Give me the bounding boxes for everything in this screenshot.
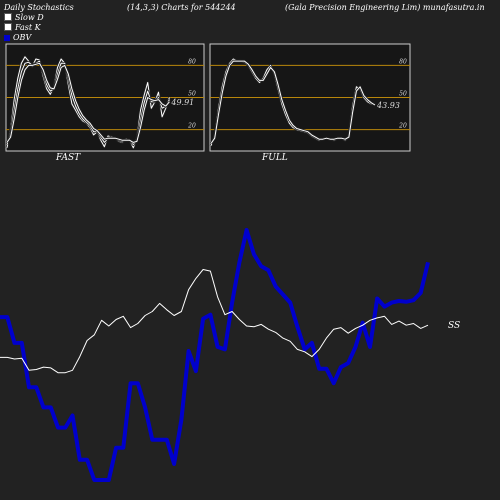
- chart-title: Daily Stochastics: [4, 3, 74, 12]
- obv-line: [0, 228, 430, 482]
- fast-last-value-label: 49.91: [170, 98, 194, 107]
- full-panel-label: FULL: [262, 153, 288, 163]
- fast-ytick-label: 50: [188, 91, 196, 98]
- full-panel: 20 50 80 43.93: [209, 43, 411, 152]
- full-ytick-label: 50: [399, 91, 407, 98]
- full-ytick-label: 80: [399, 58, 407, 65]
- full-series-line: [210, 60, 376, 144]
- price-line: [0, 269, 429, 374]
- fast-ytick-label: 20: [187, 123, 196, 130]
- legend-swatch-slow-d: [4, 13, 12, 21]
- legend-item-fast-k: Fast K: [4, 23, 41, 32]
- symbol-code: 544244: [205, 3, 236, 12]
- legend-label-obv: OBV: [13, 33, 32, 42]
- legend-swatch-fast-k: [4, 23, 12, 31]
- legend-label-slow-d: Slow D: [15, 13, 44, 22]
- obv-end-label: SS: [448, 321, 460, 331]
- chart-params: (14,3,3) Charts for 544244: [127, 3, 236, 12]
- fast-panel: 20 50 80 49.91: [5, 43, 205, 152]
- legend-label-fast-k: Fast K: [15, 23, 41, 32]
- fast-panel-label: FAST: [56, 153, 81, 163]
- full-last-value-label: 43.93: [376, 101, 400, 110]
- obv-panel: SS: [0, 228, 460, 482]
- legend-swatch-obv: [4, 35, 10, 41]
- fast-series-line: [6, 62, 170, 143]
- fast-ytick-label: 80: [188, 58, 196, 65]
- legend-item-slow-d: Slow D: [4, 13, 44, 22]
- legend-item-obv: OBV: [4, 33, 31, 42]
- params-prefix: (14,3,3) Charts for: [127, 3, 203, 12]
- company-name: (Gala Precision Engineering Lim) munafas…: [285, 3, 485, 12]
- full-ytick-label: 20: [398, 123, 407, 130]
